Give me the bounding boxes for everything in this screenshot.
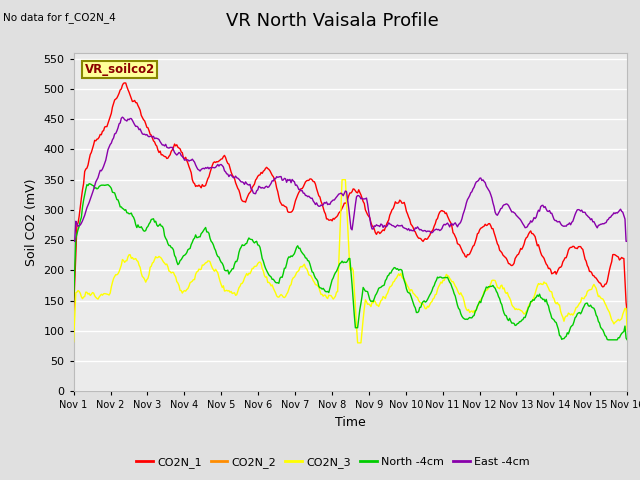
North -4cm	[70, 299, 77, 305]
CO2N_1	[334, 213, 342, 218]
Text: VR_soilco2: VR_soilco2	[84, 63, 155, 76]
CO2N_3	[525, 301, 533, 307]
CO2N_3	[333, 289, 340, 295]
CO2N_3	[70, 339, 77, 345]
North -4cm	[612, 337, 620, 343]
CO2N_3	[401, 278, 409, 284]
East -4cm	[623, 239, 631, 244]
North -4cm	[623, 337, 631, 343]
Line: East -4cm: East -4cm	[74, 117, 627, 241]
North -4cm	[85, 181, 93, 187]
CO2N_3	[336, 232, 344, 238]
CO2N_1	[525, 231, 532, 237]
CO2N_1	[337, 208, 345, 214]
Line: CO2N_3: CO2N_3	[74, 180, 627, 343]
Line: North -4cm: North -4cm	[74, 184, 627, 340]
East -4cm	[334, 193, 342, 199]
Text: VR North Vaisala Profile: VR North Vaisala Profile	[227, 12, 439, 30]
CO2N_3	[372, 299, 380, 305]
CO2N_1	[623, 310, 631, 315]
CO2N_3	[354, 340, 362, 346]
North -4cm	[401, 277, 408, 283]
East -4cm	[401, 225, 408, 231]
East -4cm	[70, 239, 77, 244]
East -4cm	[611, 211, 619, 216]
X-axis label: Time: Time	[335, 416, 366, 429]
East -4cm	[118, 114, 126, 120]
CO2N_3	[612, 319, 620, 324]
CO2N_1	[401, 200, 408, 205]
Legend: CO2N_1, CO2N_2, CO2N_3, North -4cm, East -4cm: CO2N_1, CO2N_2, CO2N_3, North -4cm, East…	[132, 452, 534, 472]
CO2N_1	[121, 80, 129, 86]
Text: No data for f_CO2N_4: No data for f_CO2N_4	[3, 12, 116, 23]
East -4cm	[371, 223, 378, 228]
Y-axis label: Soil CO2 (mV): Soil CO2 (mV)	[25, 178, 38, 266]
North -4cm	[337, 260, 345, 265]
CO2N_1	[611, 252, 619, 258]
East -4cm	[337, 190, 345, 196]
Line: CO2N_1: CO2N_1	[74, 83, 627, 312]
CO2N_3	[623, 327, 631, 333]
North -4cm	[371, 296, 378, 301]
North -4cm	[334, 265, 342, 271]
CO2N_1	[371, 226, 378, 232]
East -4cm	[525, 221, 532, 227]
North -4cm	[605, 337, 612, 343]
North -4cm	[525, 305, 532, 311]
CO2N_3	[338, 177, 346, 182]
CO2N_1	[70, 307, 77, 312]
